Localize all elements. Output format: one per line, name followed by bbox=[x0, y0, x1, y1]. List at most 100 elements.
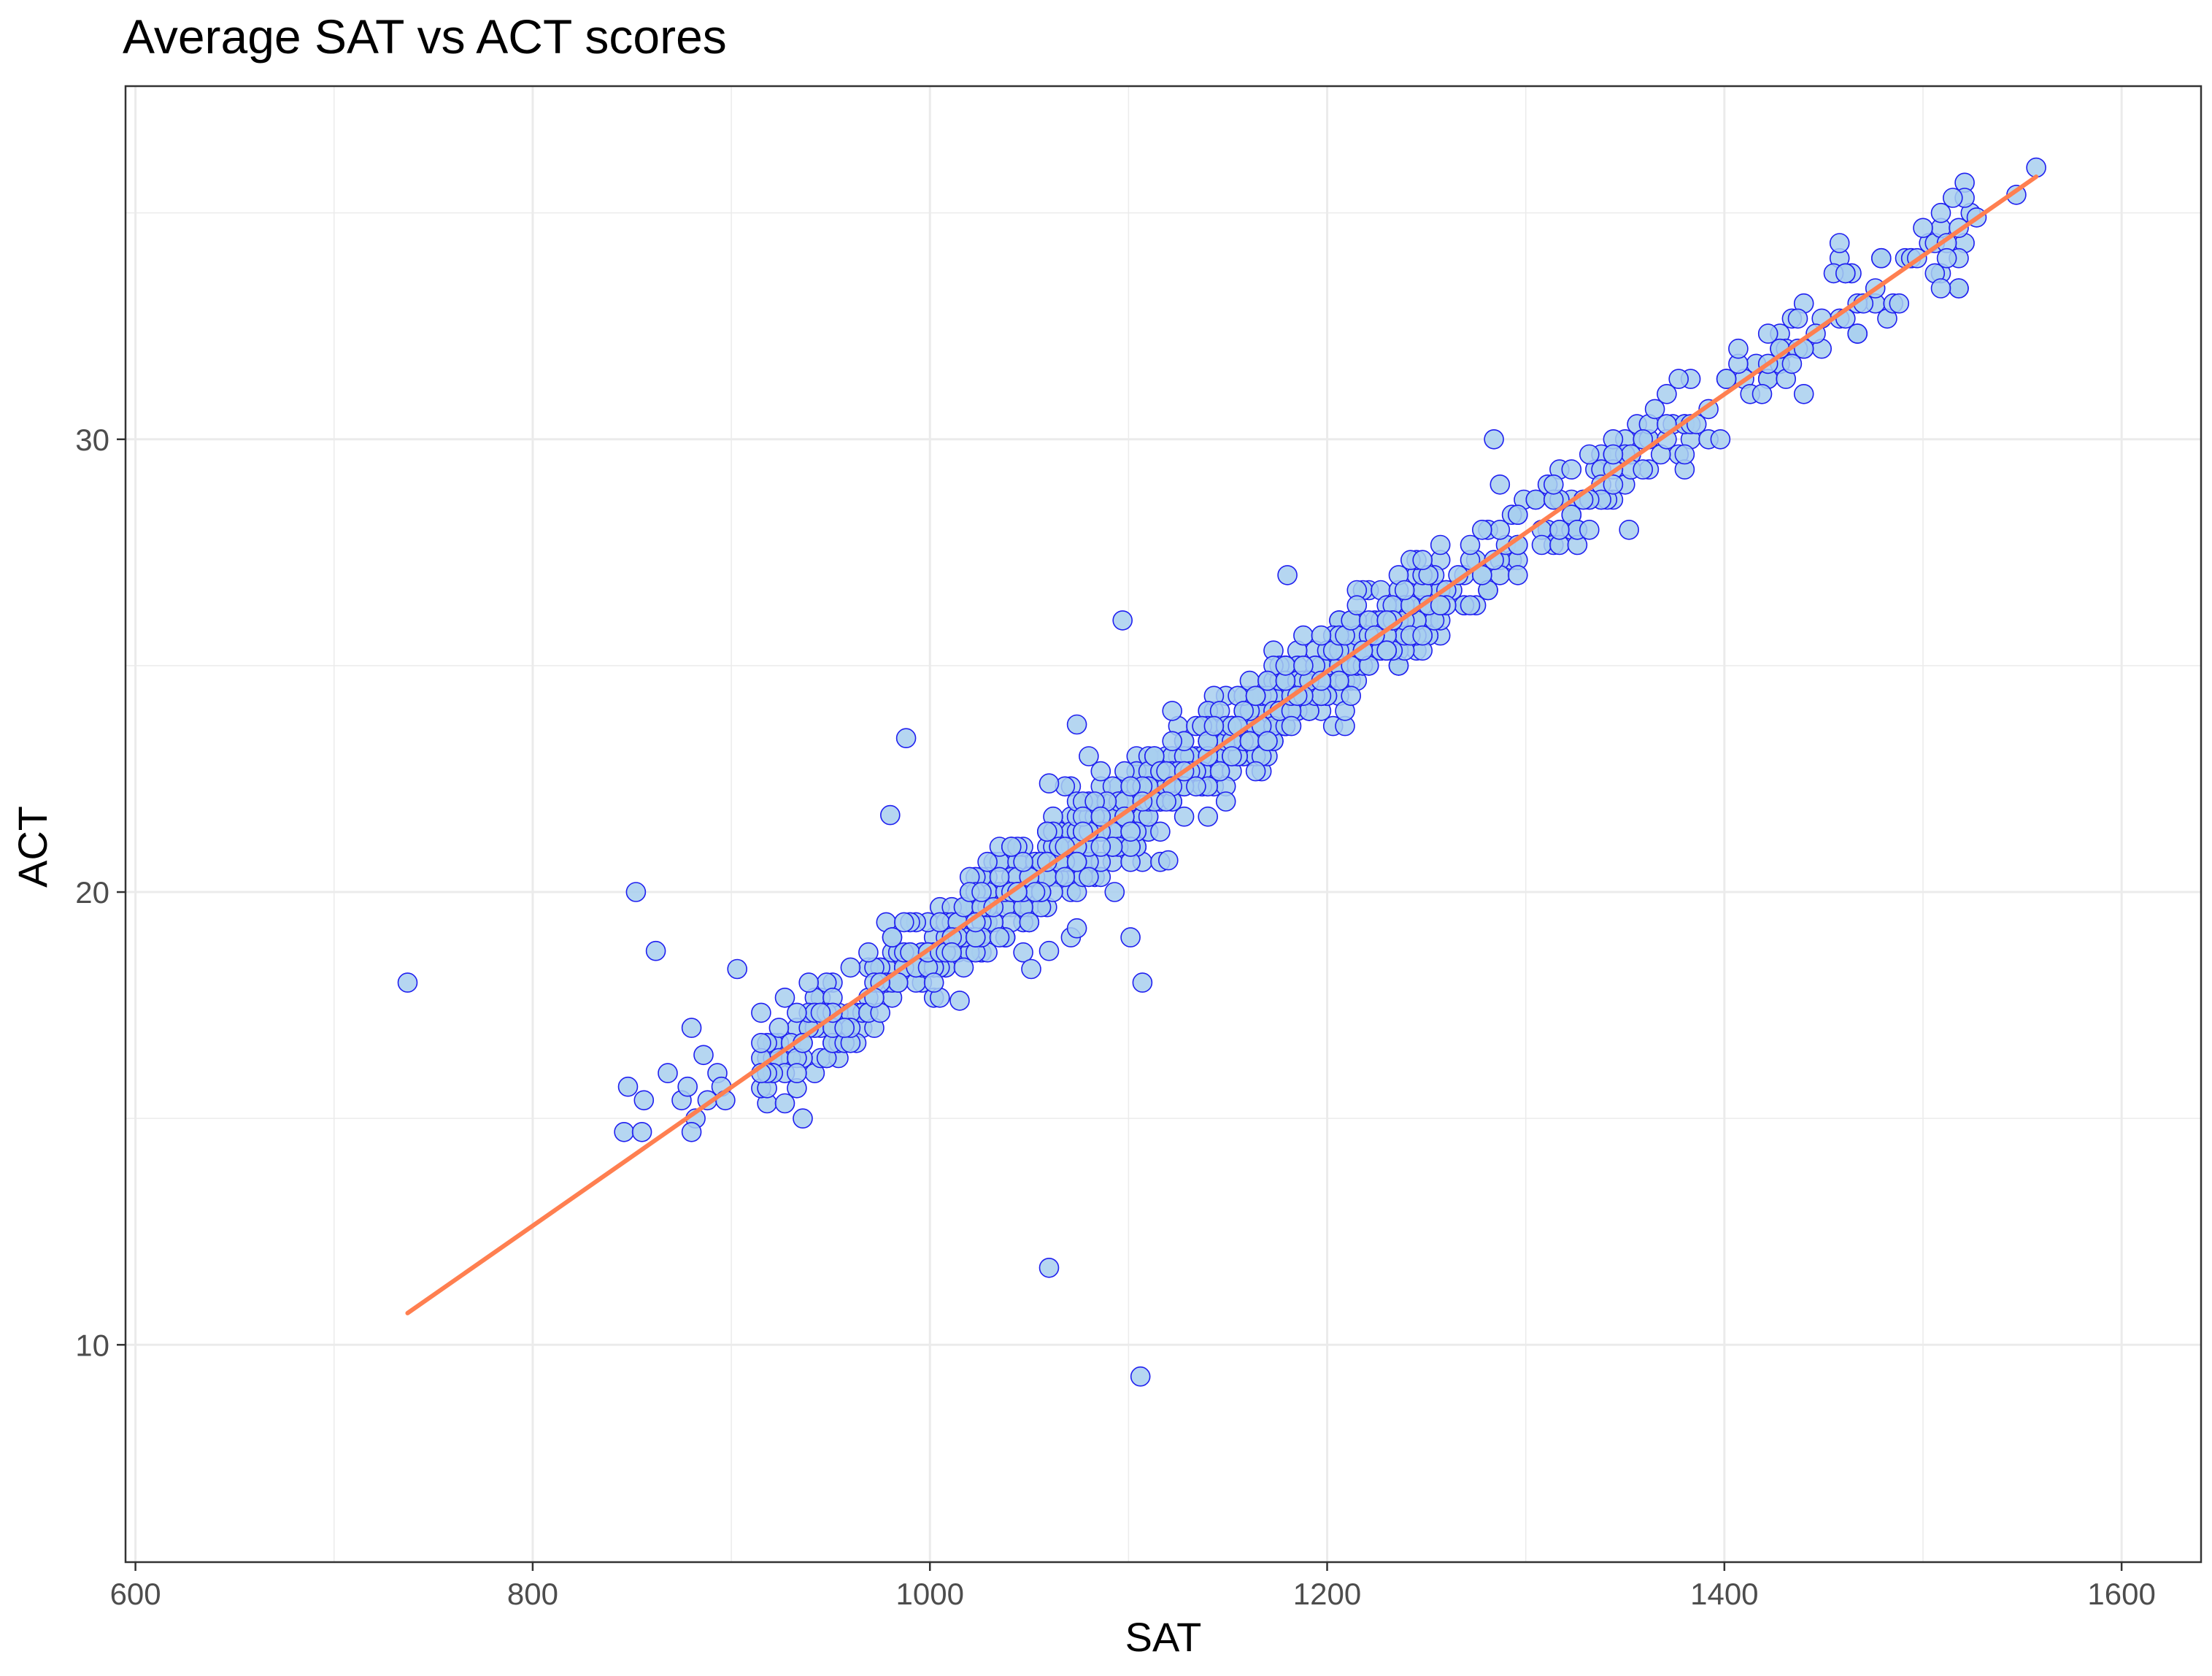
data-point bbox=[1162, 701, 1182, 721]
data-point bbox=[1215, 791, 1236, 812]
data-point bbox=[787, 1063, 807, 1083]
data-point bbox=[1752, 383, 1773, 404]
data-point bbox=[971, 882, 992, 902]
axes: 600 800 1000 1200 1400 1600 10 20 30 bbox=[75, 423, 2156, 1611]
data-point bbox=[1245, 685, 1266, 707]
data-point bbox=[1162, 731, 1182, 752]
data-point bbox=[1531, 534, 1552, 556]
data-point bbox=[1079, 746, 1099, 766]
data-point bbox=[1120, 927, 1141, 947]
data-point bbox=[617, 1076, 639, 1097]
data-point bbox=[774, 1093, 795, 1114]
chart-title: Average SAT vs ACT scores bbox=[123, 9, 727, 64]
x-tick-label: 800 bbox=[507, 1577, 558, 1611]
data-point bbox=[1460, 595, 1481, 616]
data-point bbox=[1066, 851, 1087, 872]
data-point bbox=[774, 988, 795, 1008]
x-axis-title: SAT bbox=[1125, 1614, 1202, 1660]
data-point bbox=[1132, 972, 1153, 993]
data-point bbox=[1066, 918, 1087, 939]
data-point bbox=[977, 851, 998, 872]
data-point bbox=[1130, 1366, 1151, 1387]
data-point bbox=[1490, 519, 1511, 540]
data-point bbox=[751, 1033, 771, 1053]
data-point bbox=[1038, 1258, 1060, 1278]
data-point bbox=[1544, 474, 1564, 495]
data-point bbox=[1341, 685, 1361, 707]
data-point bbox=[1038, 940, 1060, 961]
data-point bbox=[1757, 323, 1779, 344]
data-point bbox=[1277, 565, 1298, 585]
data-point bbox=[949, 991, 970, 1011]
data-point bbox=[658, 1063, 678, 1083]
data-point bbox=[941, 942, 962, 963]
data-point bbox=[1460, 534, 1481, 556]
data-point bbox=[1579, 444, 1600, 465]
data-point bbox=[1174, 806, 1195, 827]
data-point bbox=[1257, 731, 1278, 752]
y-tick-label: 30 bbox=[75, 423, 109, 457]
trend-line-group bbox=[405, 174, 2039, 1315]
data-point bbox=[681, 1122, 702, 1142]
data-point bbox=[1222, 746, 1242, 766]
data-point bbox=[1549, 519, 1570, 540]
data-point bbox=[1793, 383, 1814, 404]
data-point bbox=[1561, 459, 1582, 480]
x-tick-label: 1600 bbox=[2087, 1577, 2155, 1611]
data-point bbox=[1525, 489, 1546, 510]
data-point bbox=[1508, 565, 1528, 585]
data-point bbox=[1120, 776, 1141, 797]
data-point bbox=[1112, 610, 1133, 631]
x-tick-label: 600 bbox=[110, 1577, 161, 1611]
data-point bbox=[989, 866, 1010, 888]
data-point bbox=[1203, 715, 1225, 737]
data-point bbox=[1674, 444, 1695, 465]
data-point bbox=[1930, 202, 1951, 223]
data-point bbox=[1066, 714, 1087, 735]
data-point bbox=[953, 957, 974, 978]
y-tick-label: 10 bbox=[75, 1328, 109, 1362]
data-point bbox=[1079, 866, 1099, 888]
data-point bbox=[895, 728, 917, 749]
data-point bbox=[1430, 534, 1451, 556]
data-point bbox=[1104, 882, 1125, 902]
data-point bbox=[614, 1122, 634, 1142]
data-point bbox=[693, 1045, 714, 1066]
x-tick-label: 1200 bbox=[1293, 1577, 1361, 1611]
data-point bbox=[1930, 278, 1951, 299]
data-point bbox=[1281, 715, 1302, 737]
data-point bbox=[1871, 247, 1892, 269]
data-point bbox=[1156, 791, 1176, 812]
data-point bbox=[1579, 519, 1600, 540]
data-point bbox=[1158, 850, 1179, 871]
data-point bbox=[1710, 428, 1731, 450]
data-point bbox=[1055, 866, 1076, 888]
data-point bbox=[1484, 428, 1504, 450]
data-point bbox=[1781, 353, 1803, 374]
data-point bbox=[1412, 625, 1433, 646]
data-point bbox=[1430, 595, 1451, 616]
data-point bbox=[1936, 247, 1957, 269]
data-point bbox=[793, 1108, 813, 1129]
data-point bbox=[631, 1122, 652, 1142]
data-point bbox=[882, 927, 903, 947]
data-point bbox=[1038, 773, 1060, 793]
data-point bbox=[1412, 550, 1433, 571]
data-point bbox=[1847, 323, 1868, 344]
data-point bbox=[1013, 942, 1033, 963]
data-point bbox=[1889, 293, 1910, 314]
data-point bbox=[1001, 837, 1022, 857]
x-tick-label: 1400 bbox=[1690, 1577, 1758, 1611]
data-point bbox=[1603, 444, 1624, 465]
trend-line bbox=[405, 174, 2039, 1315]
data-point bbox=[1275, 656, 1296, 676]
data-point bbox=[1245, 761, 1266, 782]
data-point bbox=[1293, 656, 1314, 676]
data-point bbox=[1644, 399, 1665, 420]
data-point bbox=[645, 940, 666, 961]
data-point bbox=[2026, 157, 2046, 178]
data-point bbox=[751, 1002, 771, 1023]
x-tick-label: 1000 bbox=[896, 1577, 964, 1611]
data-point bbox=[1120, 821, 1141, 842]
